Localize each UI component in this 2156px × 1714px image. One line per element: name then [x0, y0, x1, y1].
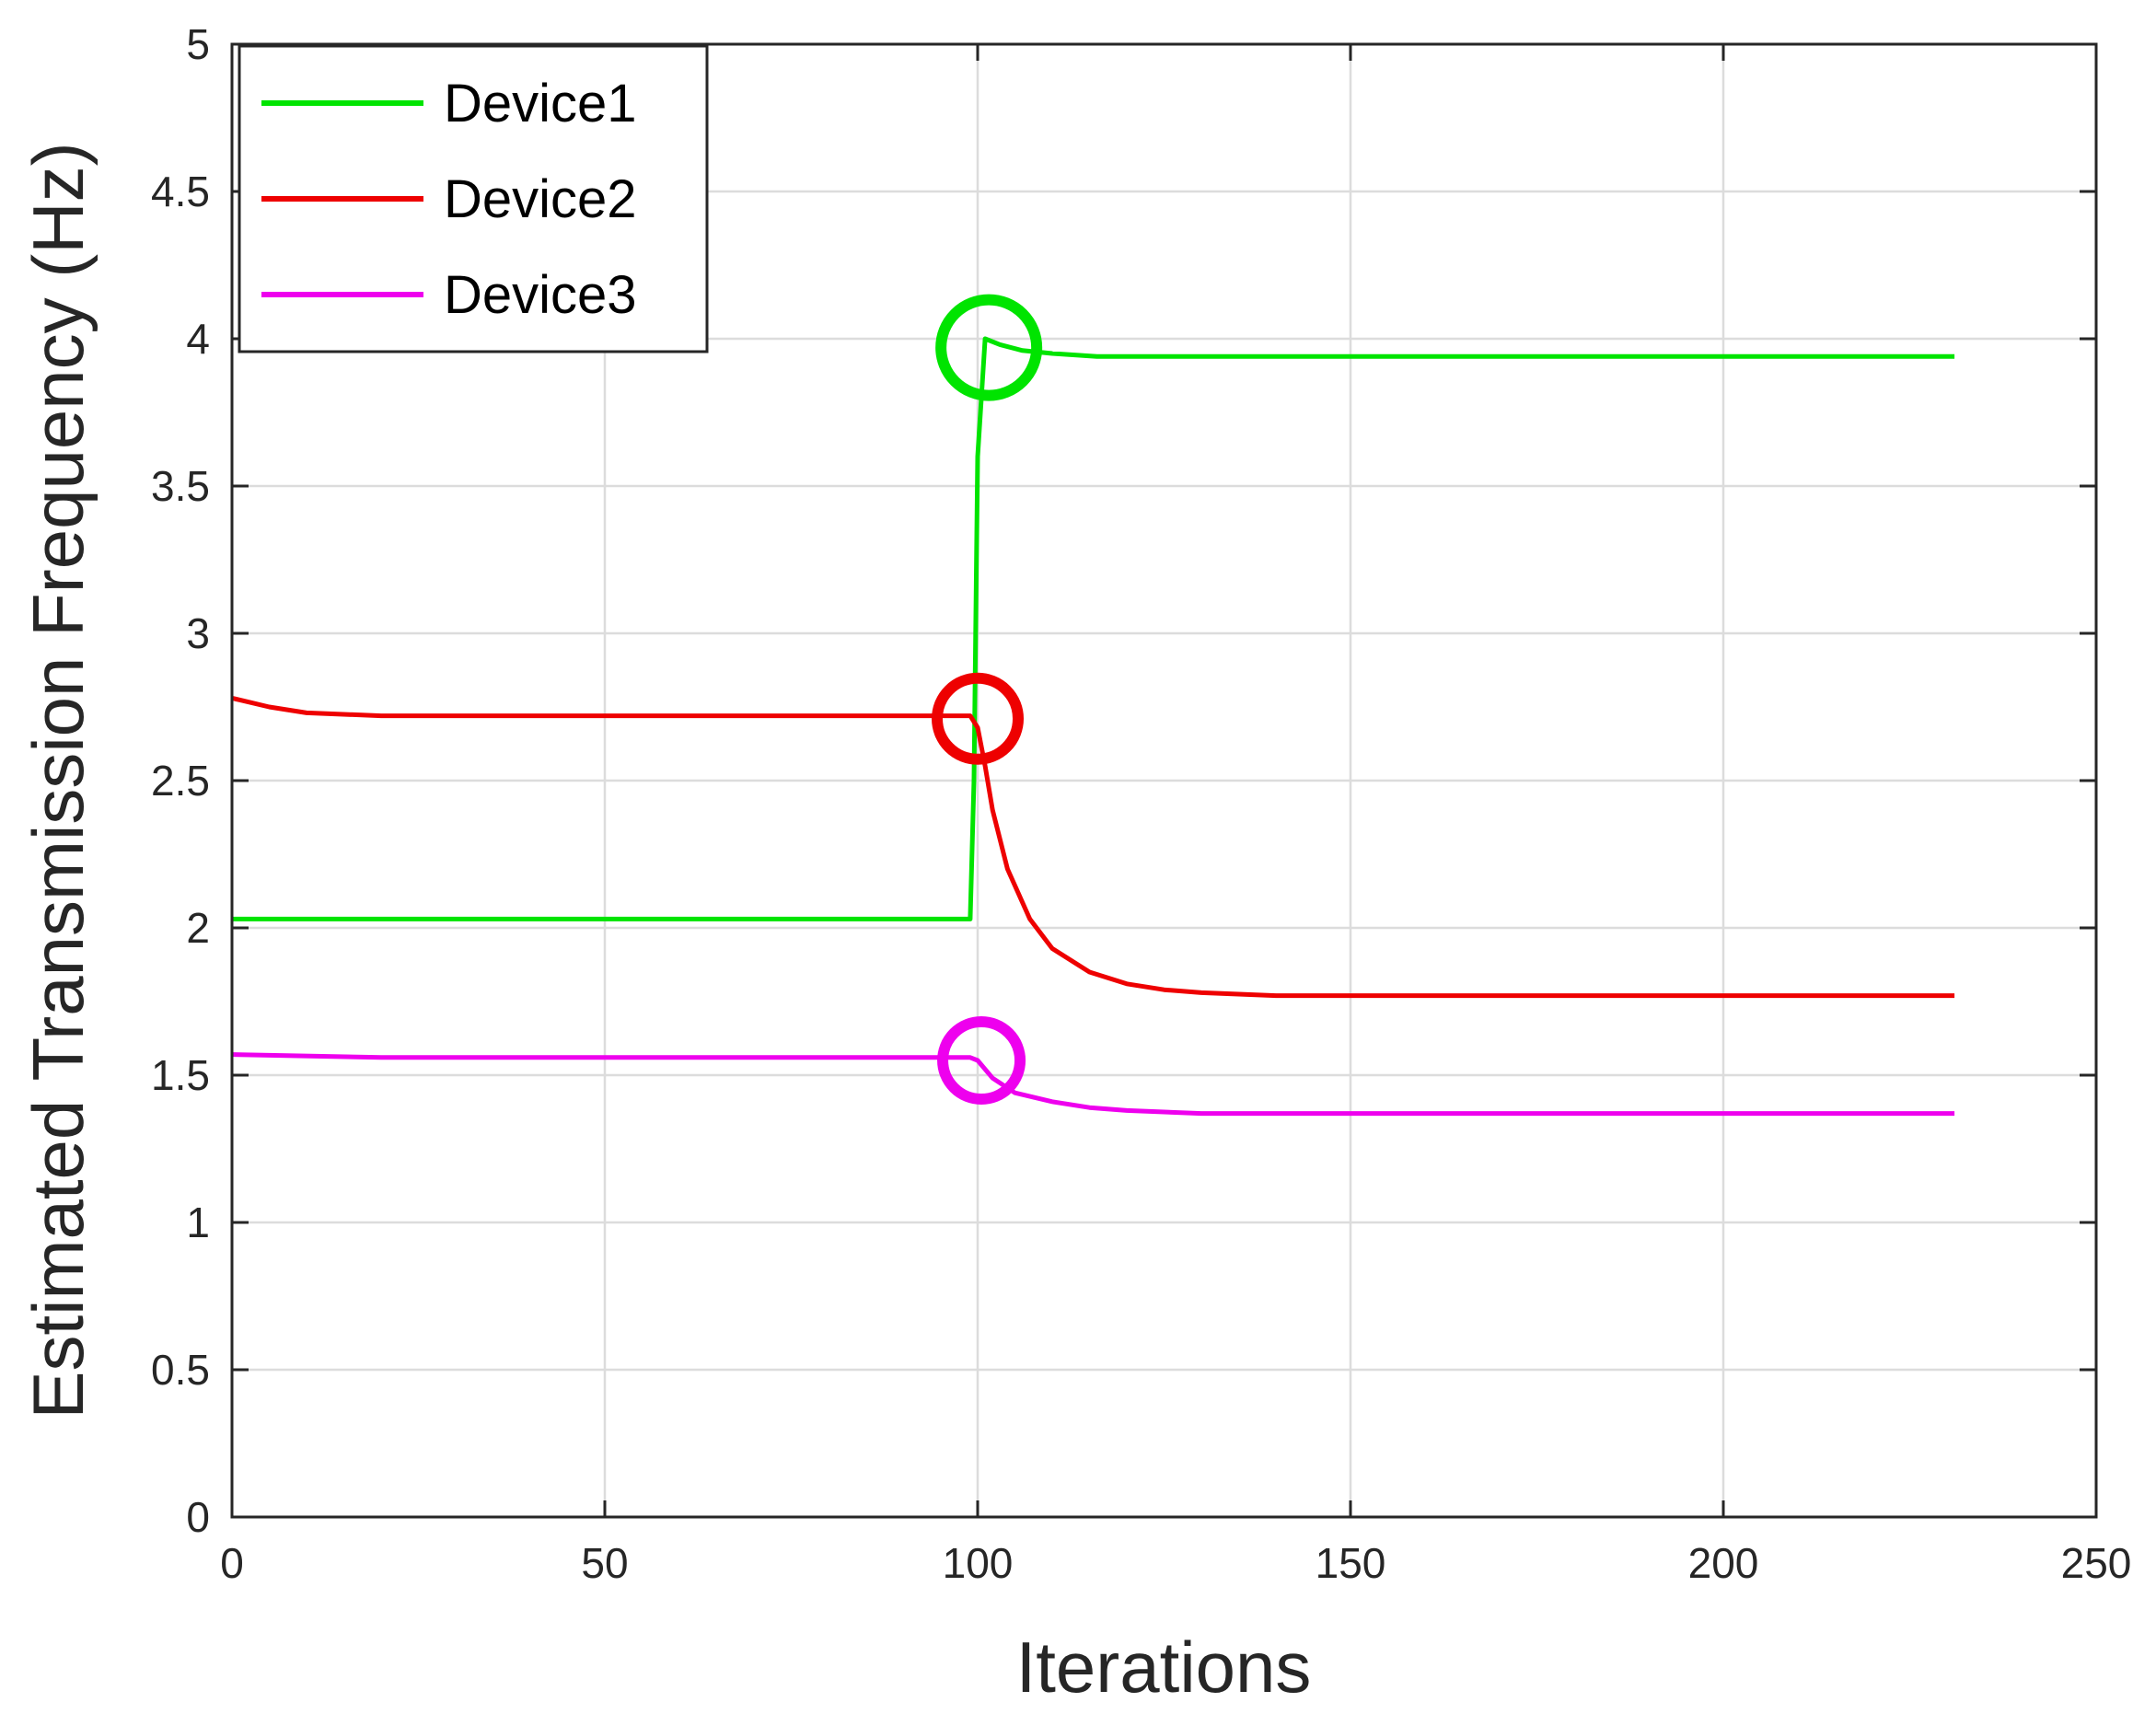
y-tick-label: 4.5 — [151, 168, 210, 215]
legend-label: Device3 — [444, 265, 637, 325]
highlight-circle-device2 — [932, 672, 1024, 765]
legend-label: Device1 — [444, 74, 637, 133]
series-lines — [231, 336, 1955, 1117]
axis-ticks: 0 50 100 150 200 250 0 0.5 1 1.5 2 2.5 3 3.5 4 4.5 5 — [151, 20, 2131, 1587]
y-tick-label: 4 — [186, 315, 210, 363]
y-tick-label: 5 — [186, 20, 210, 68]
series-line-device3 — [231, 1052, 1955, 1117]
highlight-circles — [932, 294, 1043, 1105]
x-tick-label: 200 — [1688, 1539, 1759, 1587]
y-tick-label: 3 — [186, 609, 210, 657]
y-tick-label: 2 — [186, 904, 210, 952]
y-tick-label: 1.5 — [151, 1051, 210, 1099]
x-tick-label: 0 — [220, 1539, 244, 1587]
highlight-circle-device3 — [937, 1016, 1026, 1105]
legend: Device1 Device2 Device3 — [238, 44, 709, 353]
y-tick-label: 2.5 — [151, 757, 210, 805]
y-tick-label: 3.5 — [151, 462, 210, 510]
x-tick-label: 150 — [1316, 1539, 1386, 1587]
x-tick-label: 250 — [2061, 1539, 2132, 1587]
highlight-circle-device1 — [935, 294, 1043, 401]
legend-label: Device2 — [444, 169, 637, 229]
series-line-device1 — [232, 336, 1955, 921]
series-line-device2 — [231, 695, 1955, 999]
x-axis-label: Iterations — [1016, 1627, 1312, 1708]
x-tick-label: 50 — [581, 1539, 628, 1587]
x-tick-label: 100 — [943, 1539, 1014, 1587]
y-tick-label: 0 — [186, 1493, 210, 1541]
y-tick-label: 0.5 — [151, 1346, 210, 1394]
y-tick-label: 1 — [186, 1199, 210, 1246]
y-axis-label: Estimated Transmission Frequency (Hz) — [17, 142, 99, 1419]
